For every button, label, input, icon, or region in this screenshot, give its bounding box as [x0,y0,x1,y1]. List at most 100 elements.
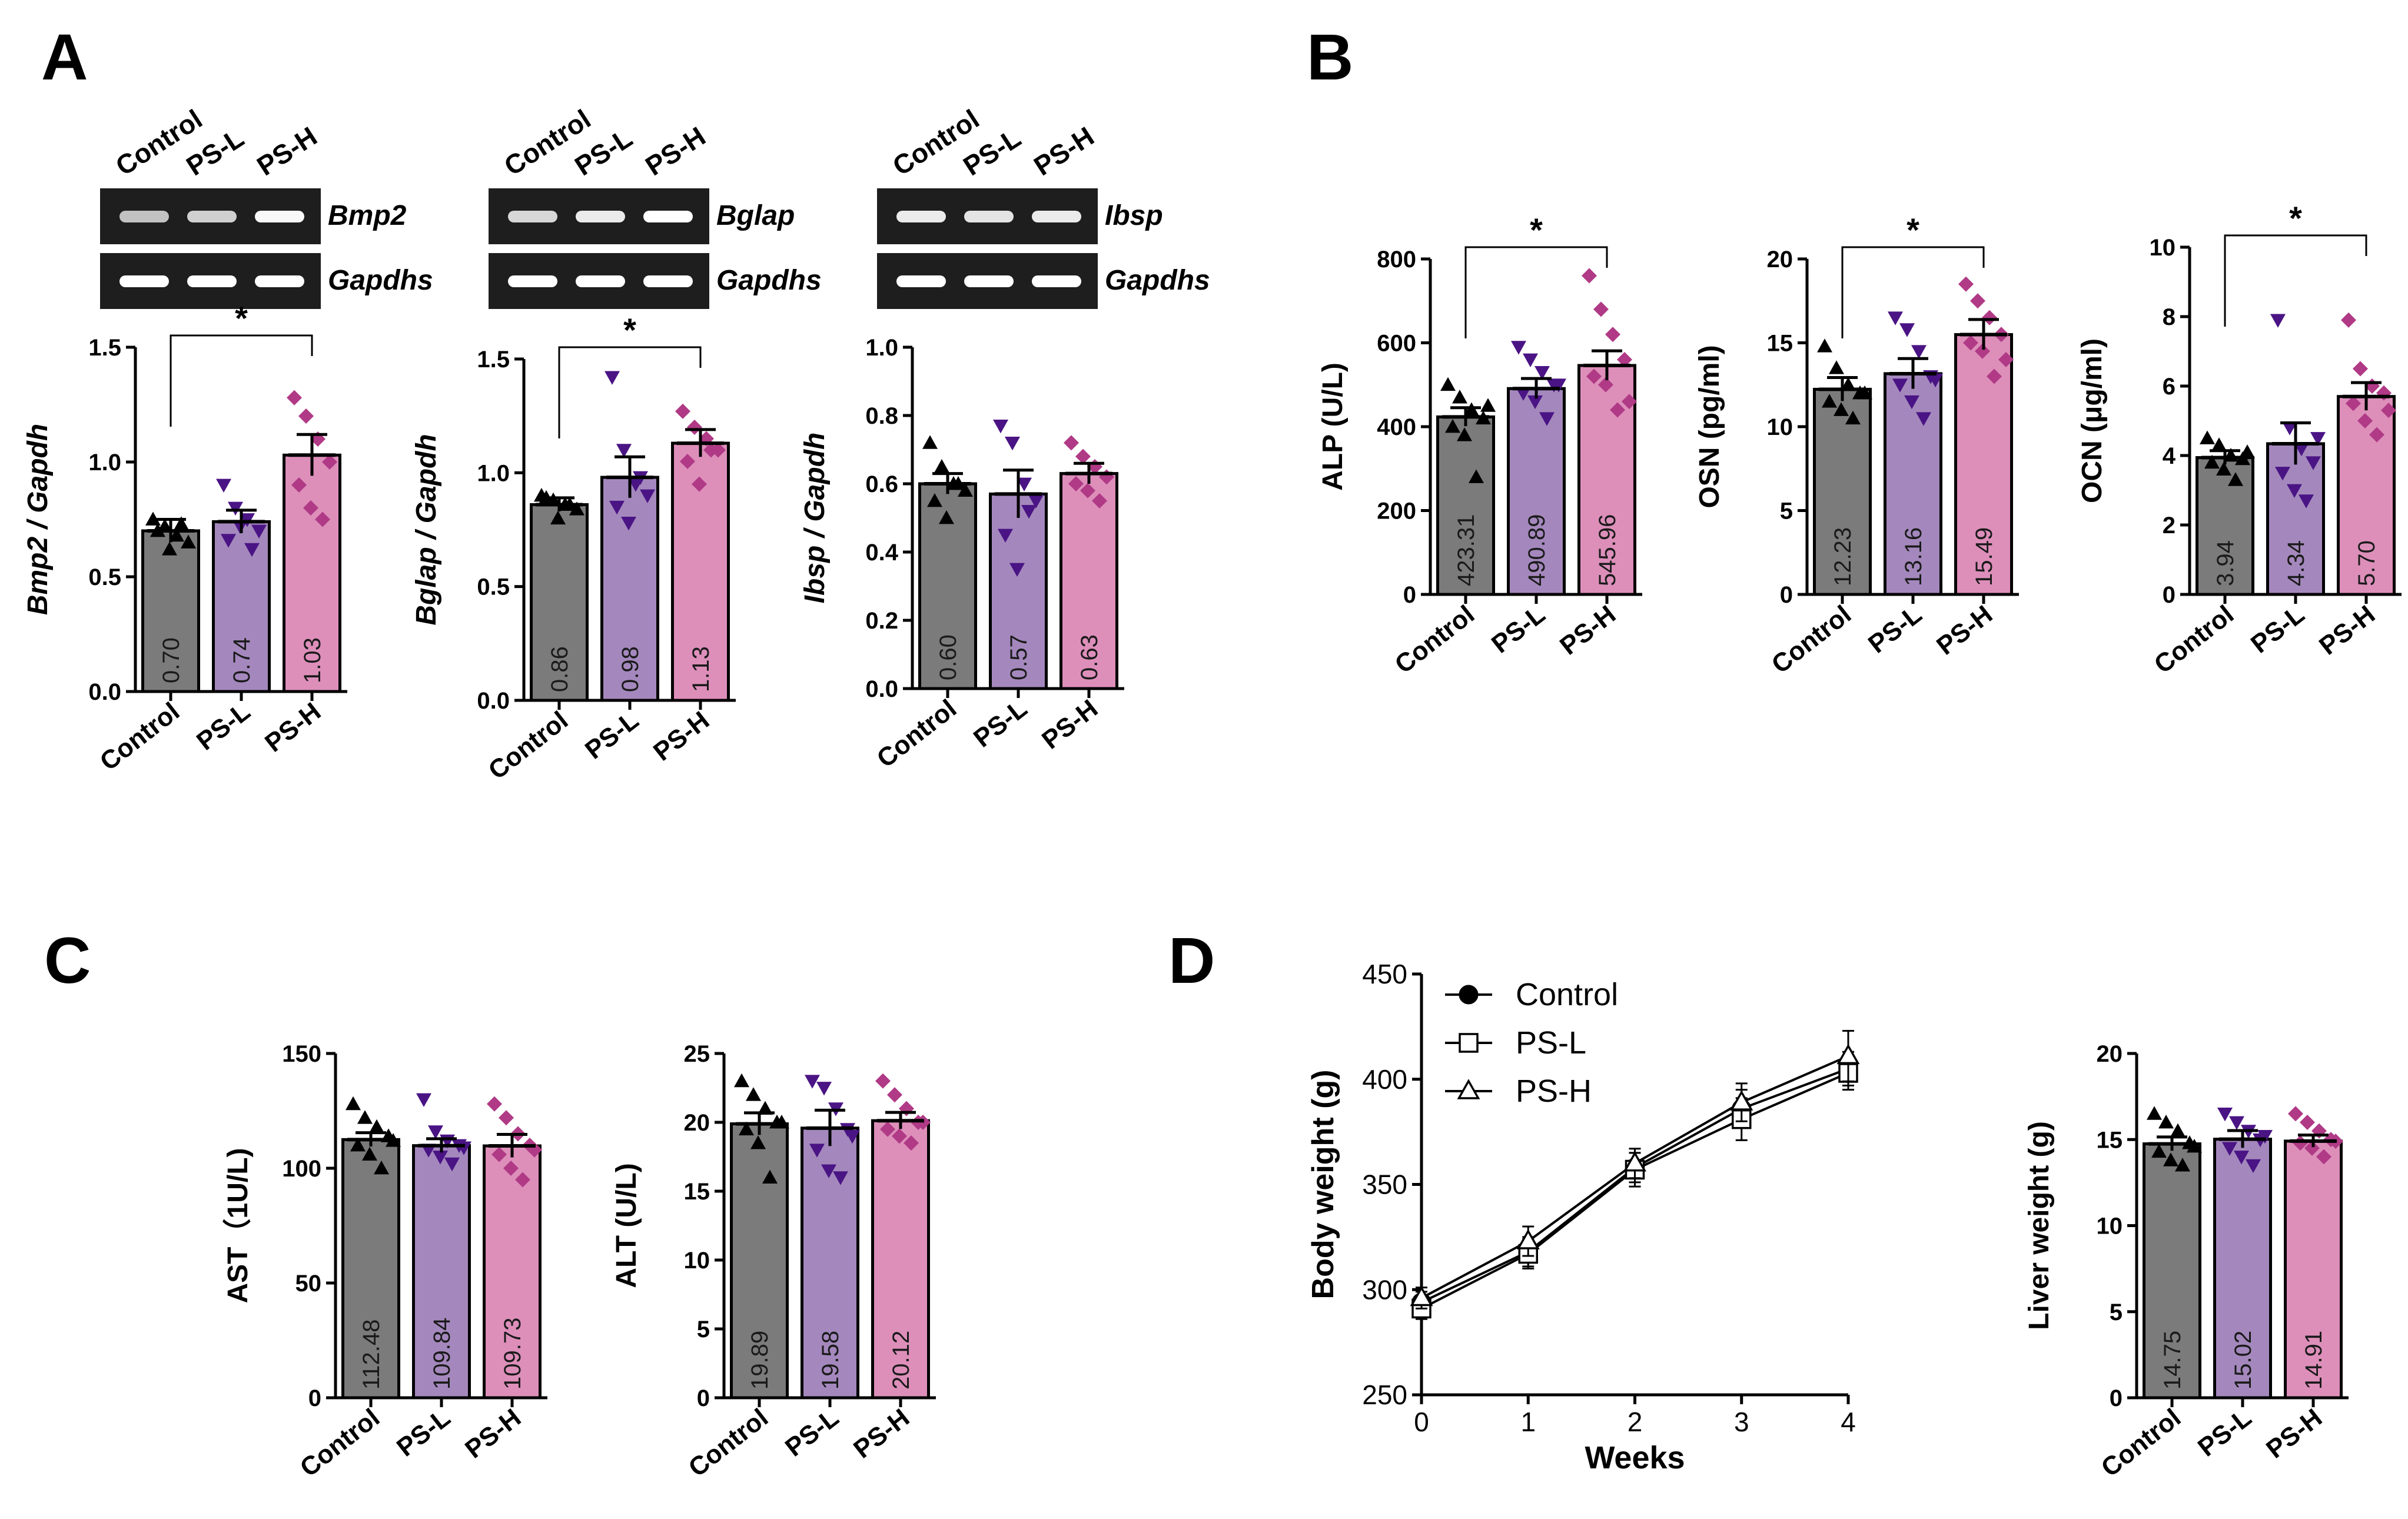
data-point-ps-l [1551,378,1566,393]
y-tick-label: 1.0 [865,335,898,361]
data-point-ps-l [428,1125,443,1139]
y-tick-label: 1.0 [477,460,510,486]
y-tick-label: 15 [1767,331,1793,357]
x-tick-label-control: Control [483,706,573,785]
y-tick-label: 0.6 [865,471,898,497]
data-point-ps-l [1021,505,1037,519]
bar-value-label-ps-l: 4.34 [2283,540,2309,586]
significance-bracket [2224,234,2367,327]
y-tick-label: 0.0 [477,688,510,714]
data-point-ps-l [809,1144,825,1158]
data-point-control [162,541,177,556]
y-tick-label: 50 [295,1271,322,1297]
y-tick-label: 0 [697,1385,710,1411]
data-point-ps-l [821,1164,836,1178]
data-point-ps-l [1511,341,1526,355]
data-point-ps-l [1535,365,1550,380]
data-point-ps-l [2299,494,2314,508]
bar-value-label-ps-l: 0.74 [229,637,255,683]
gel-band [964,211,1014,222]
y-tick-label: 0 [2110,1385,2123,1411]
data-point-ps-l [616,444,632,458]
data-point-control [145,511,161,526]
data-point-ps-h [1998,352,2014,367]
y-tick-label: 1.5 [88,335,121,361]
data-point-ps-h [1092,493,1107,508]
y-tick-label: 8 [2163,304,2175,330]
data-point-ps-h [875,1073,891,1089]
data-point-ps-h [1068,476,1084,491]
bar-value-label-control: 12.23 [1830,527,1856,586]
y-tick-label: 10 [684,1248,710,1274]
data-point-ps-l [444,1157,460,1172]
y-axis-label: ALP (U/L) [1317,363,1349,491]
data-point-control [746,1087,761,1101]
legend-marker-ps-l [1459,1033,1479,1053]
x-tick-label-ps-h: PS-H [1037,694,1103,754]
data-point-ps-l [2257,1130,2273,1144]
data-point-ps-l [845,1130,860,1144]
y-tick-label: 100 [282,1156,321,1182]
y-tick-label: 600 [1377,331,1416,357]
data-point-ps-l [605,371,620,385]
gel-row-label-gapdhs: Gapdhs [1105,265,1210,296]
data-point-ps-l [1028,494,1044,508]
data-point-ps-l [433,1151,448,1165]
x-tick-label: 2 [1628,1407,1643,1437]
gel-band [1032,211,1081,222]
x-tick-label-ps-h: PS-H [1931,600,1998,660]
line-chart-bodyweight: 250 300 350 400 450 0 1 2 3 4 Weeks Body weight (g)… [1306,959,1860,1475]
gel-row-label-bmp2: Bmp2 [328,200,407,231]
data-point-control [2147,1106,2162,1120]
data-point-ps-h [1623,1151,1646,1172]
gel-band [508,211,557,222]
y-axis-label: OCN (μg/ml) [2077,338,2108,503]
y-axis-label: Ibsp / Gapdh [799,433,831,604]
data-point-ps-l [609,500,625,515]
bar-value-label-ps-h: 1.03 [300,637,326,683]
data-point-ps-h [1975,343,1990,359]
x-tick-label: 1 [1520,1407,1536,1437]
bar-value-label-ps-h: 5.70 [2354,540,2380,586]
y-tick-label: 5 [1780,498,1793,524]
y-tick-label: 0.0 [865,676,898,702]
y-tick-label: 150 [282,1041,321,1067]
bar-value-label-ps-l: 0.57 [1006,634,1032,680]
data-point-control [758,1101,773,1115]
bar-value-label-control: 0.86 [547,646,573,692]
gel-band [896,211,946,222]
data-point-control [357,1110,373,1124]
bar-chart-liver: 0 5 10 15 20 Liver weight (g) 14.75 Control 15.0… [2024,1041,2349,1483]
x-tick-label: 4 [1841,1407,1856,1437]
y-tick-label: 400 [1377,414,1416,440]
x-tick-label-ps-l: PS-L [1863,600,1927,659]
bar-chart-alt: 0 5 10 15 20 25 ALT (U/L) 19.89 Control 19.58 PS-L… [611,1041,936,1483]
data-point-ps-l [2294,442,2309,457]
data-point-control [2187,1138,2202,1153]
data-point-ps-l [1904,395,1919,410]
data-point-ps-l [640,489,655,503]
data-point-ps-l [228,501,243,516]
data-point-control [1817,338,1832,353]
x-tick-label-ps-h: PS-H [460,1403,526,1464]
bar-value-label-control: 423.31 [1453,514,1479,586]
series-ps-h [1410,1030,1860,1309]
panel-label-d: D [1168,925,1215,997]
bar-value-label-control: 19.89 [747,1331,773,1390]
bar-value-label-ps-l: 15.02 [2230,1331,2256,1390]
y-tick-label: 15 [684,1179,710,1205]
y-tick-label: 25 [684,1041,710,1067]
y-tick-label: 20 [2097,1041,2123,1067]
data-point-ps-h [1958,276,1974,292]
x-tick-label-ps-h: PS-H [2314,600,2380,660]
data-point-ps-h [1080,483,1095,498]
y-axis-label: Body weight (g) [1306,1070,1340,1299]
data-point-ps-h [1582,268,1597,284]
bar-value-label-control: 0.70 [158,637,184,683]
data-point-ps-h [887,1087,902,1103]
data-point-control [1841,377,1856,391]
data-point-ps-h [322,454,337,470]
panel-label-a: A [41,21,88,94]
panel-label-b: B [1307,21,1353,94]
